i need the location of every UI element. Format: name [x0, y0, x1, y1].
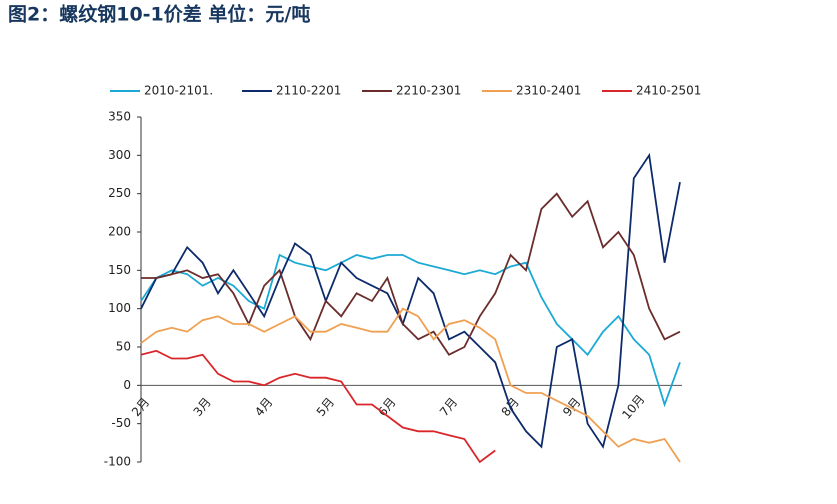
- legend-label: 2110-2201: [276, 84, 341, 98]
- y-tick-label: -50: [111, 416, 131, 430]
- series-line: [140, 152, 681, 449]
- chart-title: 图2：螺纹钢10-1价差 单位：元/吨: [8, 3, 310, 26]
- legend-label: 2310-2401: [516, 84, 581, 98]
- series-line: [141, 192, 681, 356]
- x-tick-label: 3月: [191, 395, 214, 419]
- x-tick-label: 5月: [314, 395, 337, 419]
- y-tick-label: 250: [108, 186, 131, 200]
- y-tick-label: 350: [108, 110, 131, 124]
- series-line: [140, 253, 681, 408]
- y-tick-label: 200: [108, 225, 131, 239]
- y-tick-label: 50: [116, 340, 131, 354]
- y-tick-label: -100: [104, 455, 131, 469]
- x-tick-label: 7月: [437, 395, 460, 419]
- y-tick-label: 100: [108, 301, 131, 315]
- legend-label: 2010-2101.: [144, 84, 213, 98]
- x-tick-label: 9月: [560, 395, 583, 419]
- legend-label: 2210-2301: [396, 84, 461, 98]
- y-tick-label: 300: [108, 148, 131, 162]
- x-tick-label: 10月: [619, 392, 647, 422]
- y-tick-label: 0: [123, 378, 131, 392]
- series-line: [140, 349, 496, 464]
- series-line: [140, 307, 681, 463]
- legend-label: 2410-2501: [636, 84, 701, 98]
- x-tick-label: 4月: [252, 395, 275, 419]
- x-tick-label: 2月: [129, 395, 152, 419]
- y-tick-label: 150: [108, 263, 131, 277]
